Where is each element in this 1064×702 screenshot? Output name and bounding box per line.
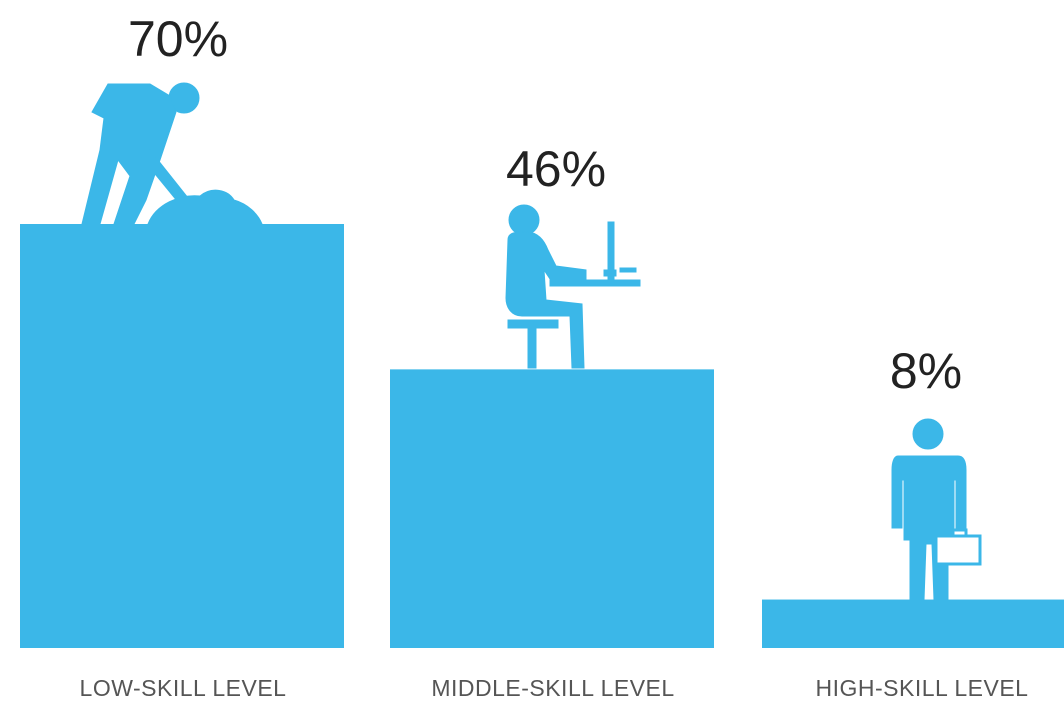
value-label-high-skill: 8% <box>890 343 962 399</box>
businessman-icon <box>891 418 982 601</box>
bar-middle-skill <box>390 369 714 648</box>
desk-worker-icon <box>505 204 641 369</box>
bar-low-skill <box>20 224 344 648</box>
value-label-middle-skill: 46% <box>506 141 606 197</box>
digging-worker-icon <box>81 82 263 225</box>
bar-high-skill <box>762 599 1064 648</box>
category-label-low-skill: LOW-SKILL LEVEL <box>80 675 287 701</box>
value-label-low-skill: 70% <box>128 11 228 67</box>
category-label-middle-skill: MIDDLE-SKILL LEVEL <box>431 675 674 701</box>
category-label-high-skill: HIGH-SKILL LEVEL <box>816 675 1029 701</box>
